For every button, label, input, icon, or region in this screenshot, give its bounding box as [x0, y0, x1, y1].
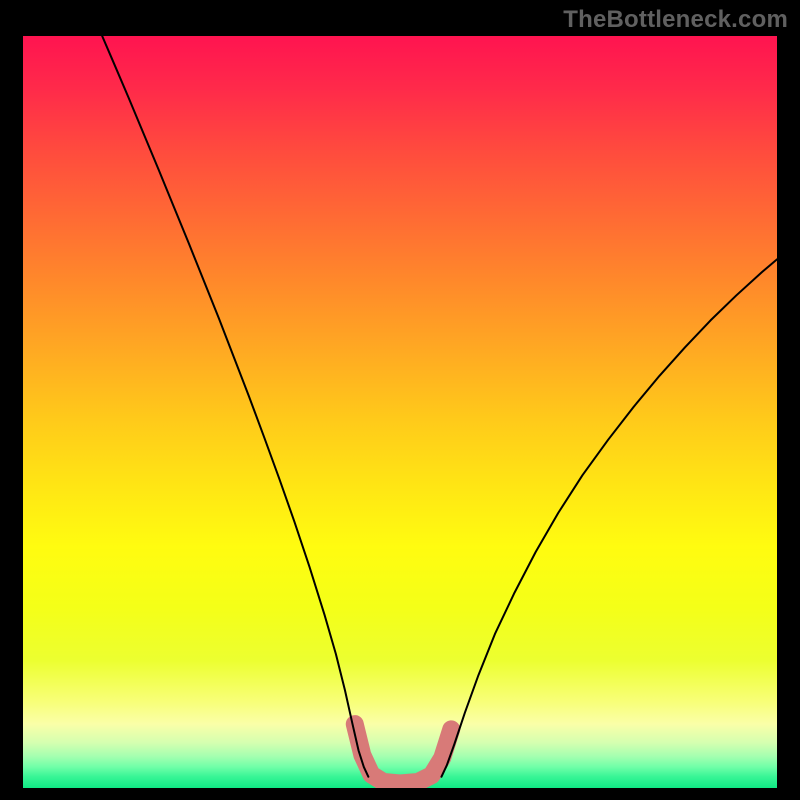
figure-container: TheBottleneck.com — [0, 0, 800, 800]
curves-layer — [23, 36, 777, 788]
valley-marker — [355, 724, 452, 783]
plot-area — [23, 36, 777, 788]
bottleneck-curve-right — [441, 259, 777, 776]
watermark-text: TheBottleneck.com — [563, 6, 788, 34]
bottleneck-curve-left — [102, 36, 368, 777]
